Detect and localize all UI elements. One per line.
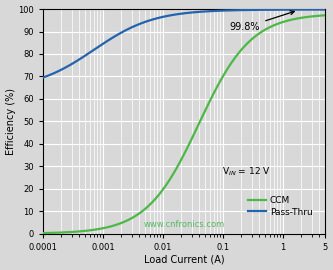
Y-axis label: Efficiency (%): Efficiency (%): [6, 88, 16, 155]
X-axis label: Load Current (A): Load Current (A): [144, 254, 224, 264]
Text: 99.8%: 99.8%: [230, 11, 294, 32]
Text: V$_{IN}$ = 12 V: V$_{IN}$ = 12 V: [222, 165, 271, 178]
Text: www.cnfronics.com: www.cnfronics.com: [143, 220, 224, 229]
Legend: CCM, Pass-Thru: CCM, Pass-Thru: [244, 192, 316, 220]
